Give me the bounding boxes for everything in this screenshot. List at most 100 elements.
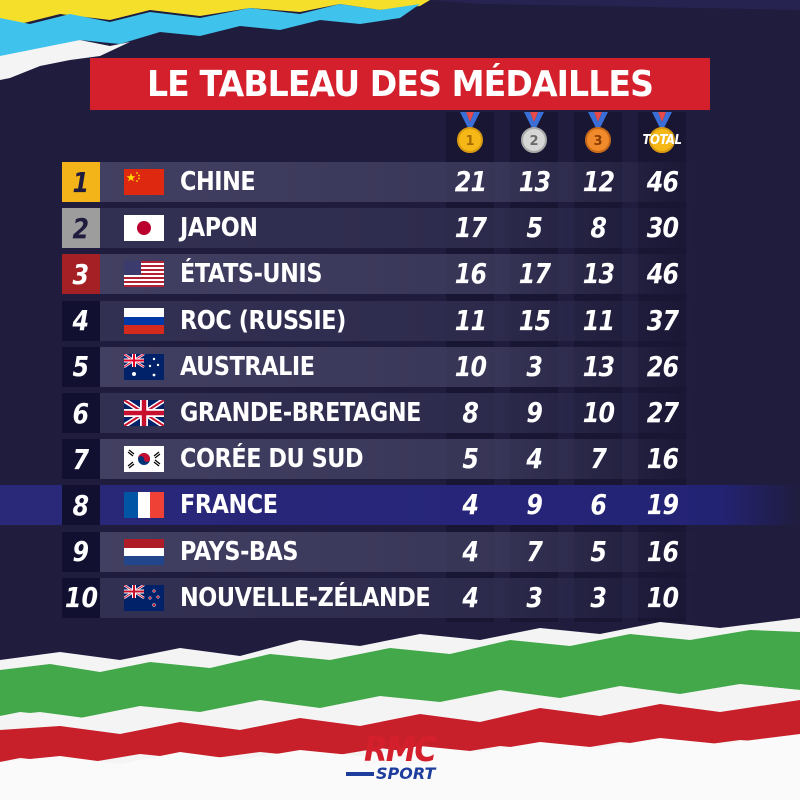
bronze-value: 13 bbox=[582, 257, 614, 291]
rank-number: 1 bbox=[72, 165, 90, 199]
bottom-white-tear-2 bbox=[0, 686, 800, 736]
country-name: JAPON bbox=[180, 213, 258, 244]
bronze-value: 12 bbox=[582, 165, 614, 198]
total-count: 16 bbox=[632, 532, 692, 572]
gold-count: 11 bbox=[440, 301, 500, 341]
silver-count: 15 bbox=[504, 301, 564, 341]
rank-number: 3 bbox=[72, 257, 90, 291]
bronze-count: 7 bbox=[568, 439, 628, 479]
gold-value: 4 bbox=[462, 534, 479, 568]
rank-number: 2 bbox=[72, 211, 90, 245]
table-row: 4 ROC (RUSSIE) 11 15 11 37 bbox=[0, 300, 800, 341]
total-value: 46 bbox=[646, 257, 678, 291]
gold-value: 5 bbox=[462, 442, 479, 476]
bottom-red-stripe bbox=[0, 700, 800, 764]
total-count: 46 bbox=[632, 254, 692, 294]
row-background bbox=[100, 254, 700, 295]
row-background bbox=[100, 577, 700, 618]
row-background bbox=[100, 300, 700, 341]
table-row: 3 ÉTATS-UNIS 16 17 13 46 bbox=[0, 254, 800, 295]
russia-flag-icon bbox=[124, 307, 164, 334]
bronze-count: 5 bbox=[568, 532, 628, 572]
total-count: 10 bbox=[632, 578, 692, 618]
rank-number: 6 bbox=[72, 396, 90, 430]
top-yellow-stripe bbox=[0, 0, 430, 24]
rank-badge: 10 bbox=[62, 577, 100, 618]
silver-count: 13 bbox=[504, 162, 564, 202]
japan-flag-icon bbox=[124, 215, 164, 242]
total-value: 16 bbox=[646, 534, 678, 568]
top-white-tear bbox=[0, 40, 130, 80]
silver-value: 9 bbox=[526, 396, 543, 429]
gold-value: 11 bbox=[454, 303, 486, 337]
rank-number: 5 bbox=[72, 350, 90, 384]
gold-count: 10 bbox=[440, 347, 500, 387]
bronze-count: 10 bbox=[568, 393, 628, 433]
silver-value: 15 bbox=[518, 303, 550, 337]
total-count: 27 bbox=[632, 393, 692, 433]
silver-count: 3 bbox=[504, 578, 564, 618]
gold-value: 17 bbox=[454, 211, 486, 245]
country-name: GRANDE-BRETAGNE bbox=[180, 398, 421, 428]
gold-count: 4 bbox=[440, 485, 500, 525]
total-count: 16 bbox=[632, 439, 692, 479]
total-value: 46 bbox=[646, 165, 678, 198]
page-title: LE TABLEAU DES MÉDAILLES bbox=[146, 63, 654, 105]
row-background bbox=[100, 439, 700, 480]
logo-sub-text: SPORT bbox=[376, 764, 436, 783]
silver-value: 3 bbox=[526, 349, 543, 383]
country-name: PAYS-BAS bbox=[180, 536, 299, 567]
table-row: 7 CORÉE DU SUD 5 4 7 16 bbox=[0, 439, 800, 480]
title-banner: LE TABLEAU DES MÉDAILLES bbox=[90, 58, 710, 110]
total-count: 37 bbox=[632, 301, 692, 341]
table-row: 9 PAYS-BAS 4 7 5 16 bbox=[0, 531, 800, 572]
bronze-count: 11 bbox=[568, 301, 628, 341]
country-name: NOUVELLE-ZÉLANDE bbox=[180, 582, 431, 613]
total-value: 27 bbox=[646, 396, 678, 429]
silver-value: 9 bbox=[526, 488, 543, 522]
table-row: 5 AUSTRALIE 10 3 13 26 bbox=[0, 346, 800, 387]
country-name: ROC (RUSSIE) bbox=[180, 305, 346, 336]
silver-count: 7 bbox=[504, 532, 564, 572]
country-name: CORÉE DU SUD bbox=[180, 444, 364, 475]
rank-number: 4 bbox=[72, 304, 90, 338]
row-background bbox=[100, 531, 700, 572]
silver-value: 17 bbox=[518, 257, 550, 291]
logo-bar bbox=[346, 772, 374, 776]
gold-count: 4 bbox=[440, 532, 500, 572]
table-row: 2 JAPON 17 5 8 30 bbox=[0, 208, 800, 249]
row-background bbox=[100, 393, 700, 433]
row-background bbox=[100, 162, 700, 202]
south-korea-flag-icon bbox=[124, 446, 164, 473]
usa-flag-icon bbox=[124, 261, 164, 288]
silver-count: 17 bbox=[504, 254, 564, 294]
netherlands-flag-icon bbox=[124, 538, 164, 565]
table-row: 6 GRANDE-BRETAGNE 8 9 10 27 bbox=[0, 393, 800, 433]
rank-number: 7 bbox=[72, 442, 90, 476]
total-count: 26 bbox=[632, 347, 692, 387]
gold-medal-icon: 1 bbox=[450, 112, 490, 158]
gold-count: 16 bbox=[440, 254, 500, 294]
bronze-value: 6 bbox=[590, 488, 607, 522]
svg-text:3: 3 bbox=[593, 134, 602, 149]
country-name: FRANCE bbox=[180, 490, 278, 521]
bronze-value: 10 bbox=[582, 396, 614, 429]
rank-badge: 7 bbox=[62, 439, 100, 480]
table-row: 10 NOUVELLE-ZÉLANDE 4 3 3 10 bbox=[0, 577, 800, 618]
silver-value: 3 bbox=[526, 580, 543, 614]
silver-count: 5 bbox=[504, 208, 564, 248]
bronze-count: 13 bbox=[568, 347, 628, 387]
gold-value: 10 bbox=[454, 349, 486, 383]
table-row: 1 CHINE 21 13 12 46 bbox=[0, 162, 800, 202]
rank-badge: 6 bbox=[62, 393, 100, 433]
rank-badge: 5 bbox=[62, 346, 100, 387]
silver-value: 4 bbox=[526, 442, 543, 476]
rank-number: 10 bbox=[64, 581, 98, 615]
total-value: 19 bbox=[646, 488, 678, 522]
rank-badge: 9 bbox=[62, 531, 100, 572]
bottom-green-stripe bbox=[0, 630, 800, 718]
country-name: ÉTATS-UNIS bbox=[180, 259, 322, 290]
bronze-medal-icon: 3 bbox=[578, 112, 618, 158]
gold-count: 8 bbox=[440, 393, 500, 433]
